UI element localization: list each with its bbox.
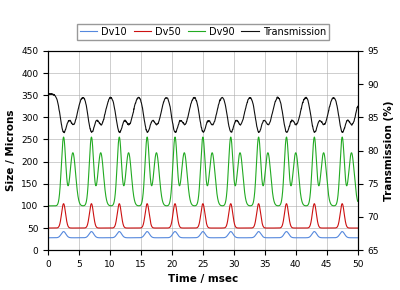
Dv50 (292, 226, 296, 230)
Dv50 (242, 226, 247, 230)
Dv90 (173, 135, 178, 139)
Dv90 (292, 159, 296, 162)
Dv10 (229, 230, 234, 233)
Dv50 (61, 202, 66, 205)
Dv50 (229, 203, 234, 206)
Dv50 (61, 202, 66, 205)
Dv90 (61, 135, 66, 139)
Dv10 (242, 236, 247, 240)
Dv10 (292, 236, 296, 240)
Transmission (242, 109, 247, 113)
Dv50 (46, 226, 50, 230)
Dv10 (158, 236, 163, 240)
Dv10 (355, 236, 360, 240)
Line: Dv90: Dv90 (48, 137, 358, 206)
Y-axis label: Transmission (%): Transmission (%) (384, 100, 394, 201)
Transmission (292, 120, 296, 124)
Dv10 (275, 236, 280, 240)
Line: Dv10: Dv10 (48, 232, 358, 238)
X-axis label: Time / msec: Time / msec (168, 274, 238, 284)
Line: Dv50: Dv50 (48, 204, 358, 228)
Dv50 (355, 226, 360, 230)
Legend: Dv10, Dv50, Dv90, Transmission: Dv10, Dv50, Dv90, Transmission (77, 24, 329, 40)
Dv10 (61, 230, 66, 233)
Dv90 (46, 204, 50, 208)
Transmission (49, 92, 54, 95)
Transmission (355, 105, 360, 108)
Transmission (61, 130, 66, 134)
Dv90 (275, 204, 280, 208)
Transmission (275, 95, 280, 99)
Dv90 (242, 192, 247, 195)
Transmission (46, 92, 50, 95)
Transmission (62, 131, 67, 135)
Dv90 (355, 200, 360, 203)
Dv10 (46, 236, 50, 240)
Dv90 (229, 137, 234, 141)
Transmission (229, 130, 234, 133)
Dv90 (158, 182, 162, 186)
Dv50 (275, 226, 280, 230)
Dv50 (158, 226, 163, 230)
Dv10 (61, 230, 66, 233)
Y-axis label: Size / Microns: Size / Microns (6, 110, 16, 191)
Line: Transmission: Transmission (48, 94, 358, 133)
Transmission (158, 115, 163, 118)
